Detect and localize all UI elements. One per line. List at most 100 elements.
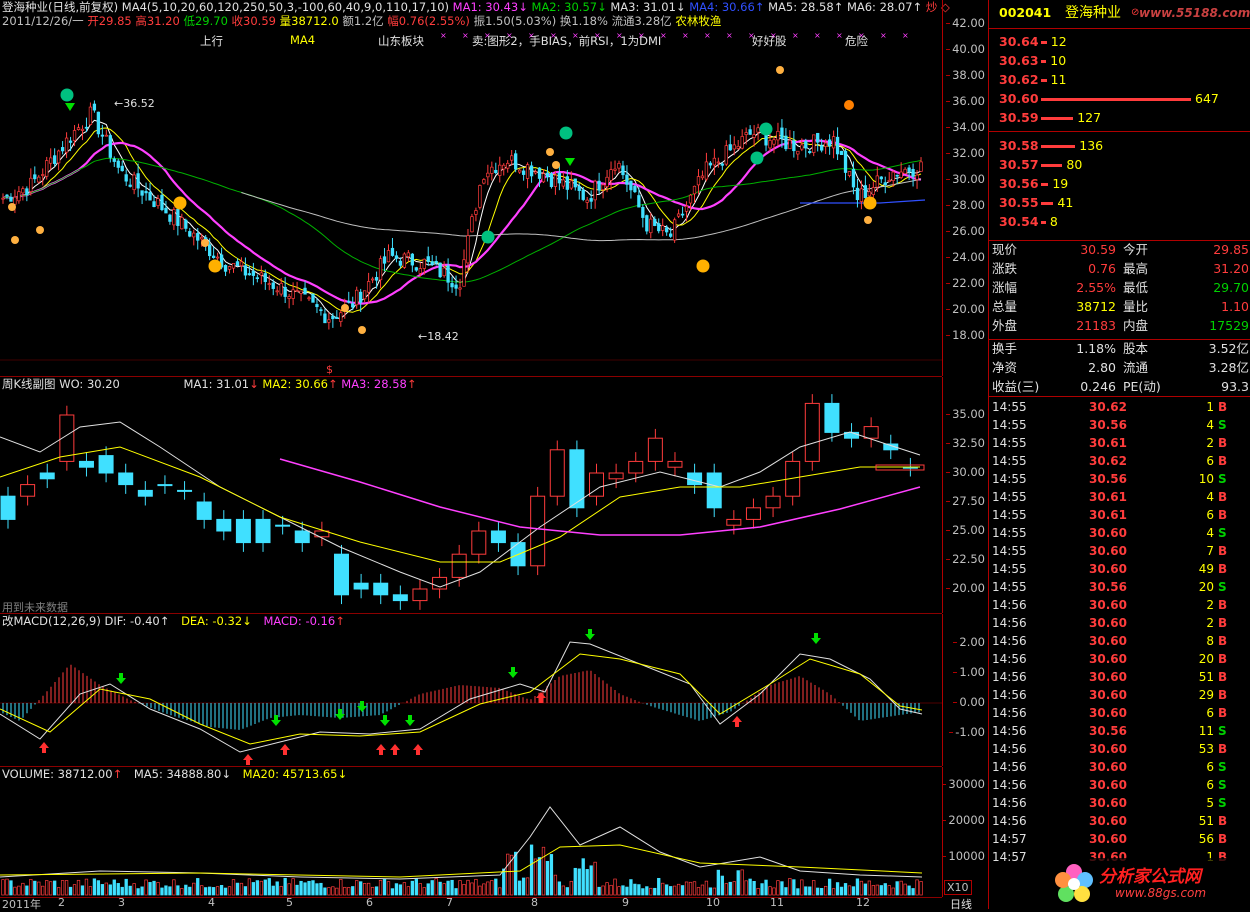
- book-price: 30.55: [999, 195, 1039, 210]
- tick-row[interactable]: 14:56 30.56 11 S: [989, 722, 1250, 740]
- weekly-candle: [589, 472, 605, 497]
- candle-body: [704, 161, 709, 180]
- tick-row[interactable]: 14:56 30.60 2 B: [989, 596, 1250, 614]
- star-marker: ×: [792, 31, 799, 40]
- volume-bar: [863, 883, 868, 896]
- tick-row[interactable]: 14:56 30.60 20 B: [989, 650, 1250, 668]
- tick-row[interactable]: 14:55 30.61 2 B: [989, 434, 1250, 452]
- tick-row[interactable]: 14:56 30.60 6 S: [989, 758, 1250, 776]
- candle-body: [319, 309, 323, 312]
- peach-icon: [844, 100, 854, 110]
- ask-row[interactable]: 30.59 127: [989, 109, 1250, 127]
- bid-row[interactable]: 30.58 136: [989, 137, 1250, 155]
- tick-time: 14:55: [992, 562, 1027, 576]
- tick-row[interactable]: 14:56 30.60 6 B: [989, 704, 1250, 722]
- candle-body: [665, 227, 669, 233]
- tick-row[interactable]: 14:55 30.56 4 S: [989, 416, 1250, 434]
- tick-row[interactable]: 14:56 30.60 2 B: [989, 614, 1250, 632]
- candle-body: [712, 157, 717, 166]
- macd-panel[interactable]: 改MACD(12,26,9) DIF: -0.40↑ DEA: -0.32↓ M…: [0, 614, 942, 767]
- candle-body: [732, 144, 736, 150]
- tick-row[interactable]: 14:55 30.62 1 B: [989, 398, 1250, 416]
- tick-row[interactable]: 14:55 30.62 6 B: [989, 452, 1250, 470]
- ask-row[interactable]: 30.62 11: [989, 71, 1250, 89]
- macd-down-arrow-icon: [380, 715, 390, 726]
- volume-ma5-line: [0, 806, 923, 880]
- tick-row[interactable]: 14:55 30.56 20 S: [989, 578, 1250, 596]
- tick-price: 30.60: [1089, 616, 1127, 630]
- tick-row[interactable]: 14:57 30.60 56 B: [989, 830, 1250, 848]
- tick-volume: 53: [1198, 742, 1214, 756]
- bid-row[interactable]: 30.56 19: [989, 175, 1250, 193]
- tick-row[interactable]: 14:56 30.60 6 S: [989, 776, 1250, 794]
- tick-row[interactable]: 14:55 30.60 7 B: [989, 542, 1250, 560]
- bid-row[interactable]: 30.57 80: [989, 156, 1250, 174]
- axis-tick: 26.00: [946, 224, 985, 238]
- book-price: 30.64: [999, 34, 1039, 49]
- axis-tick: 1.00: [953, 665, 985, 679]
- weekly-candlestick-chart[interactable]: [0, 377, 942, 613]
- volume-panel[interactable]: VOLUME: 38712.00↑ MA5: 34888.80↓ MA20: 4…: [0, 767, 942, 898]
- candle-body: [490, 166, 494, 174]
- tick-price: 30.60: [1089, 706, 1127, 720]
- tick-price: 30.60: [1089, 652, 1127, 666]
- ask-row[interactable]: 30.60 647: [989, 90, 1250, 108]
- tick-volume: 2: [1206, 436, 1214, 450]
- macd-dif: DIF: -0.40: [104, 614, 160, 628]
- bid-row[interactable]: 30.55 41: [989, 194, 1250, 212]
- tick-row[interactable]: 14:55 30.60 49 B: [989, 560, 1250, 578]
- volume-bar: [382, 878, 387, 896]
- tick-row[interactable]: 14:55 30.61 4 B: [989, 488, 1250, 506]
- candle-body: [728, 144, 732, 151]
- weekly-chart-panel[interactable]: 周K线副图 WO: 30.20 MA1: 31.01↓ MA2: 30.66↑ …: [0, 377, 942, 614]
- candle-body: [867, 191, 872, 197]
- tick-row[interactable]: 14:55 30.60 4 S: [989, 524, 1250, 542]
- stat-label: 股本: [1123, 341, 1149, 356]
- star-marker: ×: [616, 31, 623, 40]
- candle-body: [355, 289, 359, 306]
- candle-body: [168, 214, 172, 222]
- macd-down-arrow-icon: [508, 667, 518, 678]
- ask-row[interactable]: 30.64 12: [989, 33, 1250, 51]
- bid-row[interactable]: 30.54 8: [989, 213, 1250, 231]
- hand-signal-icon: [36, 226, 44, 234]
- volume-bar: [482, 883, 486, 896]
- candle-body: [871, 187, 875, 195]
- volume-chart[interactable]: [0, 767, 942, 897]
- volume-bar: [239, 882, 244, 896]
- volume-bar: [521, 877, 526, 896]
- tick-row[interactable]: 14:56 30.60 53 B: [989, 740, 1250, 758]
- axis-tick: 20.00: [946, 581, 985, 595]
- candle-body: [219, 254, 224, 268]
- candle-body: [283, 286, 287, 297]
- tick-row[interactable]: 14:56 30.60 5 S: [989, 794, 1250, 812]
- tick-row[interactable]: 14:56 30.60 29 B: [989, 686, 1250, 704]
- candle-body: [21, 188, 25, 194]
- candle-body: [545, 172, 550, 178]
- tick-row[interactable]: 14:56 30.60 51 B: [989, 812, 1250, 830]
- candle-body: [879, 176, 883, 180]
- candle-body: [406, 252, 411, 257]
- volume-bar: [748, 878, 752, 896]
- stat-value: 3.52亿: [1208, 341, 1249, 356]
- main-candlestick-chart[interactable]: ←36.52 ←18.42 $ × × × × × × × × × × × × × × × × × × × × × ×: [0, 0, 942, 376]
- tick-list[interactable]: 14:55 30.62 1 B 14:55 30.56 4 S 14:55 30.61 2 B 14:5…: [989, 396, 1250, 910]
- weekly-title: 周K线副图: [2, 377, 56, 391]
- tick-row[interactable]: 14:56 30.60 51 B: [989, 668, 1250, 686]
- tick-row[interactable]: 14:55 30.61 6 B: [989, 506, 1250, 524]
- volume-bar: [132, 883, 136, 896]
- volume-bar: [231, 879, 236, 896]
- tick-row[interactable]: 14:55 30.56 10 S: [989, 470, 1250, 488]
- tick-row[interactable]: 14:56 30.60 8 B: [989, 632, 1250, 650]
- ask-row[interactable]: 30.63 10: [989, 52, 1250, 70]
- candle-body: [808, 151, 812, 153]
- period-label[interactable]: 日线: [950, 898, 972, 911]
- candle-body: [37, 176, 41, 183]
- axis-tick: 20.00: [946, 302, 985, 316]
- stat-value: 17529: [1209, 318, 1249, 333]
- main-chart-panel[interactable]: ←36.52 ←18.42 $ × × × × × × × × × × × × × × × × × × × × × × 登海种业…: [0, 0, 950, 377]
- tick-price: 30.61: [1089, 490, 1127, 504]
- volume-bar: [100, 884, 105, 896]
- weekly-candle: [59, 414, 75, 462]
- macd-chart[interactable]: [0, 614, 942, 766]
